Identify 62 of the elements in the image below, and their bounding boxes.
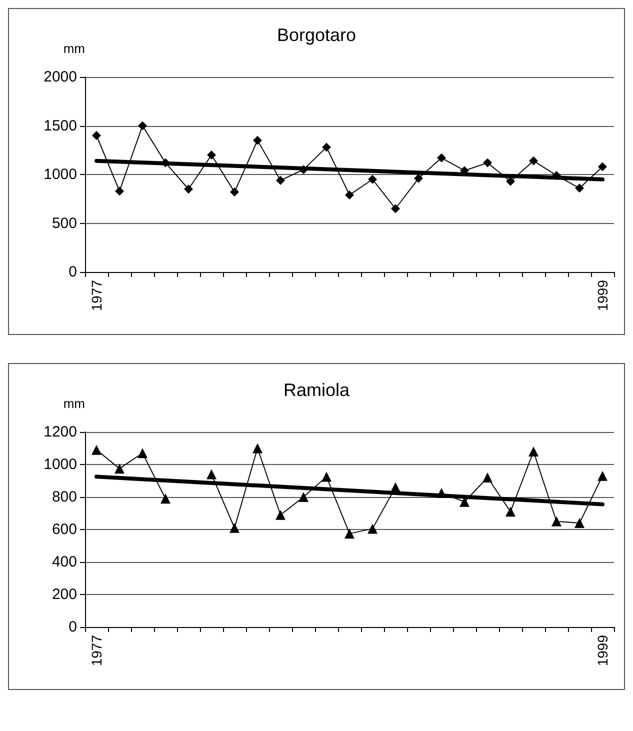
y-tick-label: 2000 (44, 68, 77, 86)
point (138, 448, 148, 458)
point (506, 506, 516, 517)
point (298, 492, 308, 502)
point (437, 153, 446, 162)
chart-title: Borgotaro (276, 25, 356, 45)
point (138, 121, 147, 130)
x-tick-label: 1977 (88, 280, 104, 312)
point (299, 165, 308, 174)
point (115, 186, 124, 196)
point (390, 482, 400, 492)
point (483, 158, 492, 168)
point (344, 528, 354, 539)
y-tick-label: 200 (52, 586, 77, 603)
point (230, 188, 239, 197)
y-tick-label: 0 (68, 618, 77, 636)
point (207, 150, 216, 160)
point (322, 142, 331, 152)
point (276, 176, 285, 185)
point (552, 516, 562, 526)
point (252, 443, 262, 454)
point (391, 204, 400, 214)
point (598, 470, 608, 481)
point (528, 446, 538, 456)
x-tick-label: 1977 (88, 634, 104, 666)
point (436, 488, 446, 498)
point (92, 444, 102, 455)
point (114, 464, 124, 474)
y-tick-label: 800 (52, 488, 77, 506)
point (598, 162, 607, 172)
y-tick-label: 1500 (44, 117, 77, 134)
point (575, 184, 584, 193)
point (184, 184, 193, 194)
y-tick-label: 1200 (44, 424, 77, 440)
point (529, 156, 538, 166)
point (230, 522, 240, 533)
y-axis-title: mm (63, 396, 85, 411)
point (253, 136, 262, 145)
point (506, 176, 515, 186)
point (574, 518, 584, 528)
x-tick-label: 1999 (594, 634, 610, 666)
point (276, 510, 286, 520)
y-tick-label: 400 (52, 554, 77, 570)
point (482, 472, 492, 482)
point (368, 174, 377, 184)
y-tick-label: 500 (52, 214, 77, 232)
point (345, 190, 354, 200)
point (322, 472, 332, 482)
point (414, 174, 423, 183)
point (160, 494, 170, 504)
y-tick-label: 1000 (44, 166, 77, 183)
x-tick-label: 1999 (594, 280, 610, 312)
point (206, 469, 216, 480)
point (161, 158, 170, 168)
point (552, 170, 561, 180)
y-tick-label: 600 (52, 521, 77, 538)
y-tick-label: 1000 (44, 456, 77, 473)
y-axis-title: mm (63, 41, 85, 56)
y-tick-label: 0 (68, 264, 77, 280)
point (92, 131, 101, 140)
chart-title: Ramiola (283, 380, 350, 400)
point (368, 524, 378, 534)
